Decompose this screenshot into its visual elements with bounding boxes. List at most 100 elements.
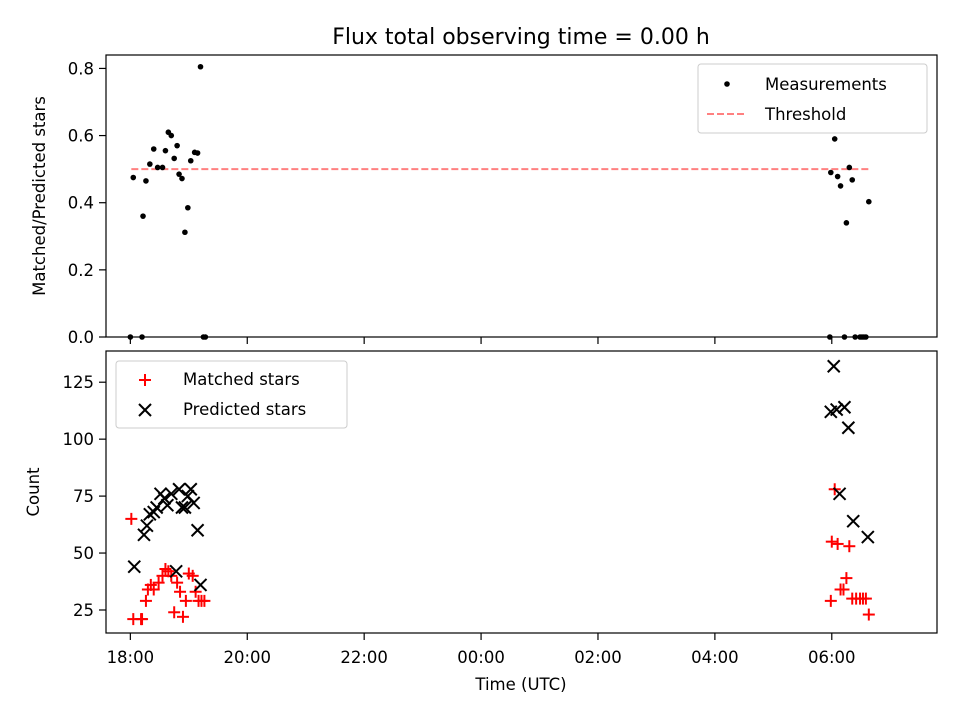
legend-matched-label: Matched stars <box>183 370 300 389</box>
measurement-point <box>143 178 149 184</box>
predicted-star-point <box>164 487 178 501</box>
measurement-point <box>846 164 853 171</box>
bottom-legend-box <box>115 360 348 429</box>
predicted-star-point <box>178 500 192 515</box>
y-tick-label: 0.6 <box>68 127 94 146</box>
measurement-point <box>197 63 204 70</box>
top-y-axis-label: Matched/Predicted stars <box>30 96 49 296</box>
measurement-point <box>140 213 146 219</box>
matched-star-point <box>136 613 149 626</box>
measurement-point <box>147 161 153 167</box>
predicted-star-point <box>827 359 841 373</box>
matched-star-point <box>198 594 211 607</box>
y-tick-label: 0.2 <box>68 261 94 280</box>
predicted-star-point <box>846 514 860 528</box>
matched-star-point <box>859 592 872 605</box>
x-tick-label: 22:00 <box>340 648 388 667</box>
predicted-star-point <box>140 519 154 533</box>
count-points-layer <box>125 359 875 626</box>
measurement-point <box>831 136 838 142</box>
matched-star-point <box>125 512 138 525</box>
predicted-star-point <box>137 528 151 542</box>
bottom-x-ticks: 18:00 20:00 22:00 00:00 02:00 04:00 06:00 <box>107 633 856 667</box>
matched-star-point <box>862 608 875 621</box>
measurement-point <box>194 150 201 156</box>
predicted-star-point <box>172 482 186 496</box>
legend-measurements-marker <box>724 81 730 87</box>
matched-star-point <box>179 594 192 607</box>
measurement-point <box>150 146 157 152</box>
measurement-point <box>843 220 850 226</box>
predicted-star-point <box>186 496 201 510</box>
y-tick-label: 0.8 <box>68 59 94 78</box>
measurement-point <box>837 183 844 189</box>
matched-star-point <box>831 537 844 550</box>
measurement-point <box>159 164 166 171</box>
measurement-point <box>171 155 177 162</box>
predicted-star-point <box>832 487 847 501</box>
predicted-star-point <box>157 491 172 506</box>
bottom-panel: 25 50 75 100 125 18:00 20:00 22:00 00:00 02:00 04… <box>24 350 938 694</box>
matched-star-point <box>139 594 152 607</box>
predicted-star-point <box>127 560 141 574</box>
x-tick-label: 02:00 <box>574 648 622 667</box>
bottom-y-ticks: 25 50 75 100 125 <box>63 373 106 620</box>
matched-star-point <box>159 562 172 575</box>
y-tick-label: 50 <box>73 544 94 563</box>
bottom-legend: Matched stars Predicted stars <box>115 360 348 429</box>
bottom-plot-frame <box>105 350 938 634</box>
measurement-point <box>179 175 185 182</box>
matched-star-point <box>168 606 181 619</box>
measurement-point <box>174 142 180 149</box>
predicted-star-point <box>184 482 198 496</box>
measurement-point <box>168 132 175 139</box>
x-tick-label: 06:00 <box>808 648 856 667</box>
legend-matched-marker <box>139 374 151 386</box>
y-tick-label: 125 <box>63 373 95 392</box>
matched-star-point <box>152 576 165 589</box>
predicted-star-point <box>193 578 208 592</box>
x-tick-label: 00:00 <box>457 648 505 667</box>
predicted-star-point <box>861 530 875 544</box>
x-axis-label: Time (UTC) <box>474 675 566 694</box>
measurement-point <box>828 169 834 176</box>
matched-star-point <box>837 583 850 596</box>
legend-measurements-label: Measurements <box>765 75 887 94</box>
predicted-star-point <box>837 400 852 414</box>
y-tick-label: 75 <box>73 487 94 506</box>
legend-predicted-marker <box>138 403 152 417</box>
x-tick-label: 04:00 <box>691 648 739 667</box>
measurement-point <box>187 157 194 164</box>
legend-threshold-label: Threshold <box>764 105 846 124</box>
measurement-point <box>176 171 182 177</box>
matched-star-point <box>171 576 184 589</box>
predicted-star-point <box>175 500 189 515</box>
measurement-point <box>185 204 191 211</box>
measurement-point <box>130 174 137 181</box>
top-panel: 0.00.20.40.60.8 Matched/Predicted stars … <box>30 54 938 347</box>
predicted-star-point <box>169 564 183 578</box>
matched-star-point <box>843 540 856 553</box>
matched-star-point <box>176 610 189 623</box>
top-plot-frame <box>105 54 938 338</box>
predicted-star-point <box>841 421 856 435</box>
y-tick-label: 0.0 <box>68 328 94 347</box>
top-x-ticks <box>129 337 833 344</box>
measurement-point <box>182 229 188 236</box>
legend-predicted-label: Predicted stars <box>183 400 306 419</box>
top-legend: Measurements Threshold <box>697 63 928 134</box>
measurement-point <box>834 173 841 180</box>
measurement-point <box>866 198 872 205</box>
measurement-point <box>162 147 169 154</box>
y-tick-label: 0.4 <box>68 194 94 213</box>
measurement-point <box>154 164 161 171</box>
x-tick-label: 18:00 <box>107 648 155 667</box>
y-tick-label: 100 <box>63 430 95 449</box>
measurement-points-layer <box>127 63 872 340</box>
matched-star-point <box>825 535 838 548</box>
top-legend-box <box>697 63 928 134</box>
predicted-star-point <box>829 402 844 417</box>
bottom-y-axis-label: Count <box>24 467 43 517</box>
matched-star-point <box>174 585 187 598</box>
